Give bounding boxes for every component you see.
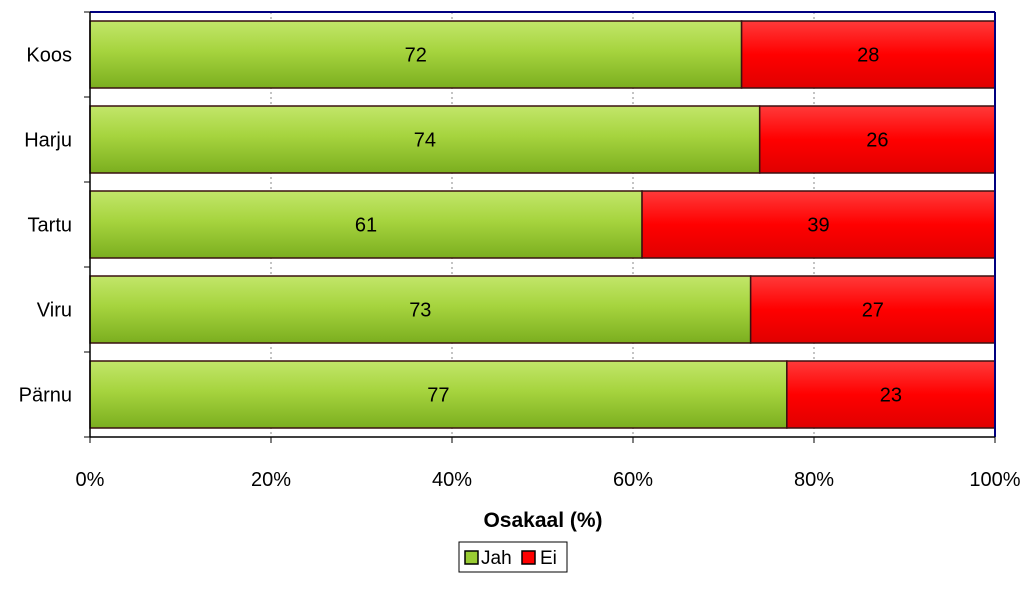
x-tick-label: 20%: [251, 469, 291, 491]
category-label: Viru: [37, 300, 72, 322]
labels: 0% 20% 40% 60% 80% 100% 72 28 Koos 74 26 Harju 61 39 T…: [19, 45, 1021, 492]
bar-value-label: 72: [405, 45, 427, 67]
category-label: Tartu: [28, 215, 72, 237]
x-tick-label: 100%: [969, 469, 1020, 491]
bars: [89, 20, 996, 429]
bar-jah-4: [89, 360, 788, 429]
legend-swatch-ei: [521, 550, 536, 565]
legend-label-ei: Ei: [540, 548, 557, 569]
x-axis-title: Osakaal (%): [483, 509, 602, 532]
x-tick-label: 0%: [76, 469, 105, 491]
bar-ei-4: [786, 360, 996, 429]
x-tick-label: 60%: [613, 469, 653, 491]
bar-ei-2: [641, 190, 996, 259]
plot-frame: [84, 11, 996, 443]
bar-jah-0: [89, 20, 743, 89]
legend-label-jah: Jah: [481, 548, 512, 569]
bar-value-label: 73: [409, 300, 431, 322]
bar-value-label: 77: [427, 385, 449, 407]
bar-value-label: 61: [355, 215, 377, 237]
legend-swatch-jah: [464, 550, 479, 565]
bar-value-label: 23: [880, 385, 902, 407]
bar-ei-3: [749, 275, 996, 344]
legend: Jah Ei: [458, 541, 568, 573]
bar-ei-0: [740, 20, 996, 89]
x-tick-label: 80%: [794, 469, 834, 491]
bar-ei-1: [758, 105, 996, 174]
bar-value-label: 26: [866, 130, 888, 152]
category-label: Pärnu: [19, 385, 72, 407]
x-tick-label: 40%: [432, 469, 472, 491]
bar-value-label: 74: [414, 130, 436, 152]
bar-value-label: 28: [857, 45, 879, 67]
category-label: Koos: [26, 45, 72, 67]
category-label: Harju: [24, 130, 72, 152]
bar-value-label: 27: [862, 300, 884, 322]
bar-value-label: 39: [807, 215, 829, 237]
